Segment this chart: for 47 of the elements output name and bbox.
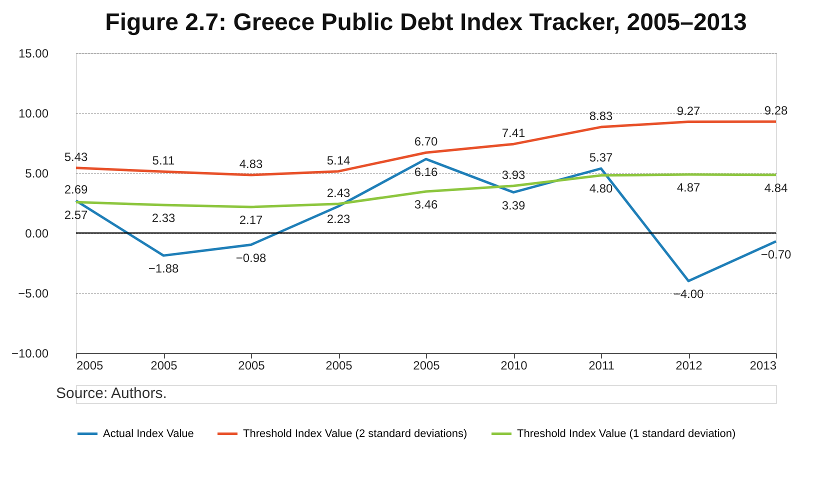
data-label: 4.84 <box>764 180 788 195</box>
data-label: 7.41 <box>502 126 526 140</box>
data-label: 2.17 <box>239 212 263 227</box>
data-label: 6.70 <box>414 134 438 149</box>
data-label: 3.46 <box>414 197 438 212</box>
data-label: 2.43 <box>326 186 350 200</box>
data-label: −0.70 <box>760 247 792 262</box>
y-tick-label: 0.00 <box>25 226 49 240</box>
data-label: 2.23 <box>326 212 350 226</box>
legend-label: Threshold Index Value (1 standard deviation) <box>517 428 736 440</box>
legend-label: Actual Index Value <box>103 428 194 440</box>
data-label: 5.14 <box>326 153 350 168</box>
y-tick-label: 5.00 <box>25 166 49 180</box>
data-label: 3.39 <box>502 198 526 212</box>
data-label: 2.57 <box>64 208 88 222</box>
chart-title: Figure 2.7: Greece Public Debt Index Tracker, 2005–2013 <box>105 9 747 36</box>
legend-label: Threshold Index Value (2 standard deviations) <box>243 428 468 440</box>
x-tick-label: 2011 <box>588 358 615 372</box>
x-tick-label: 2005 <box>413 358 440 372</box>
x-tick-label: 2012 <box>676 358 703 372</box>
data-label: −0.98 <box>236 250 266 265</box>
data-label: 2.69 <box>64 182 88 197</box>
data-label: 6.16 <box>414 165 438 180</box>
x-tick-label: 2005 <box>76 358 104 372</box>
y-tick-label: −5.00 <box>18 286 49 300</box>
data-label: 3.93 <box>502 168 526 182</box>
x-tick-label: 2005 <box>150 358 178 372</box>
y-tick-label: 15.00 <box>18 46 49 60</box>
x-tick-label: 2005 <box>238 358 266 372</box>
data-label: 4.80 <box>589 181 613 196</box>
source-note: Source: Authors. <box>56 385 167 402</box>
y-tick-label: −10.00 <box>11 346 49 360</box>
data-label: 5.43 <box>64 150 88 164</box>
data-label: 9.27 <box>676 104 700 118</box>
data-label: 8.83 <box>589 109 613 124</box>
data-label: 5.37 <box>589 150 613 165</box>
y-tick-label: 10.00 <box>18 106 49 120</box>
x-tick-label: 2013 <box>750 358 777 372</box>
data-label: 9.28 <box>764 104 788 118</box>
data-label: −1.88 <box>148 262 179 276</box>
data-label: −4.00 <box>673 287 704 301</box>
x-tick-label: 2010 <box>500 358 528 372</box>
data-label: 5.11 <box>152 154 176 168</box>
data-label: 4.87 <box>676 180 700 195</box>
x-tick-label: 2005 <box>326 358 353 372</box>
data-label: 4.83 <box>239 157 263 172</box>
data-label: 2.33 <box>152 211 176 226</box>
